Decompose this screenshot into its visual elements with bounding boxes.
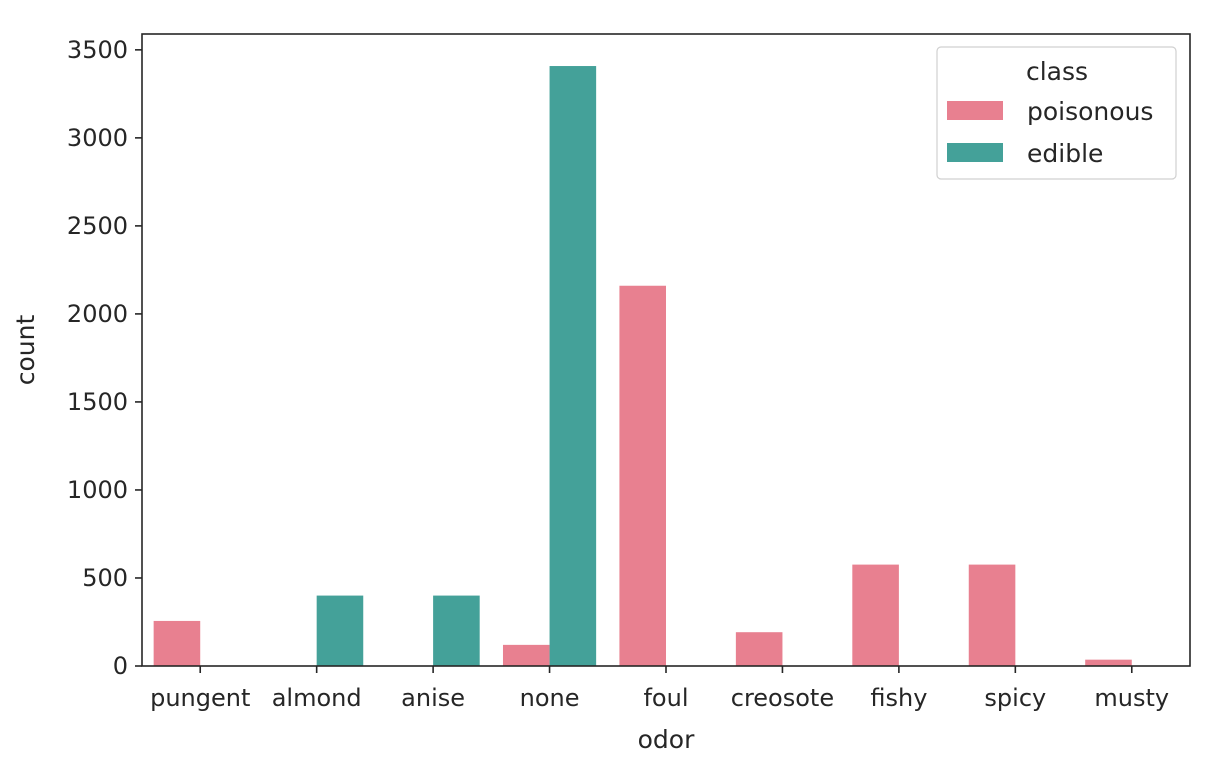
legend-swatch-poisonous bbox=[947, 101, 1003, 120]
bar-poisonous-spicy bbox=[968, 564, 1016, 666]
x-tick-label-musty: musty bbox=[1094, 684, 1169, 712]
x-tick-label-none: none bbox=[520, 684, 580, 712]
y-tick-label: 1500 bbox=[67, 388, 128, 416]
legend-label-edible: edible bbox=[1027, 139, 1103, 168]
legend-title: class bbox=[1026, 57, 1088, 86]
y-tick-label: 3500 bbox=[67, 36, 128, 64]
x-tick-label-creosote: creosote bbox=[731, 684, 834, 712]
x-tick-label-spicy: spicy bbox=[984, 684, 1046, 712]
x-tick-label-pungent: pungent bbox=[150, 684, 250, 712]
legend-swatch-edible bbox=[947, 143, 1003, 162]
bar-edible-almond bbox=[316, 595, 364, 666]
bar-edible-anise bbox=[433, 595, 480, 666]
y-axis-label: count bbox=[11, 315, 40, 386]
y-tick-label: 2500 bbox=[67, 212, 128, 240]
legend-label-poisonous: poisonous bbox=[1027, 97, 1153, 126]
y-tick-label: 500 bbox=[82, 564, 128, 592]
x-axis-label: odor bbox=[638, 725, 695, 754]
bar-poisonous-foul bbox=[619, 285, 666, 666]
x-axis-ticks: pungent almond anise none foul creosote fishy s… bbox=[150, 666, 1169, 712]
x-tick-label-almond: almond bbox=[272, 684, 362, 712]
bars-group bbox=[153, 66, 1132, 667]
y-tick-label: 1000 bbox=[67, 476, 128, 504]
bar-poisonous-fishy bbox=[852, 564, 899, 666]
y-tick-label: 0 bbox=[113, 652, 128, 680]
y-tick-label: 3000 bbox=[67, 124, 128, 152]
x-tick-label-fishy: fishy bbox=[870, 684, 927, 712]
y-axis-ticks: 0 500 1000 1500 2000 2500 3000 3500 bbox=[67, 36, 142, 680]
legend: class poisonous edible bbox=[936, 46, 1177, 180]
x-tick-label-anise: anise bbox=[401, 684, 465, 712]
bar-poisonous-musty bbox=[1085, 659, 1132, 666]
bar-poisonous-creosote bbox=[735, 632, 783, 666]
bar-poisonous-pungent bbox=[153, 620, 201, 666]
x-tick-label-foul: foul bbox=[643, 684, 688, 712]
y-tick-label: 2000 bbox=[67, 300, 128, 328]
legend-items: poisonous edible bbox=[947, 97, 1153, 168]
bar-edible-none bbox=[549, 66, 597, 667]
bar-poisonous-none bbox=[502, 644, 550, 666]
